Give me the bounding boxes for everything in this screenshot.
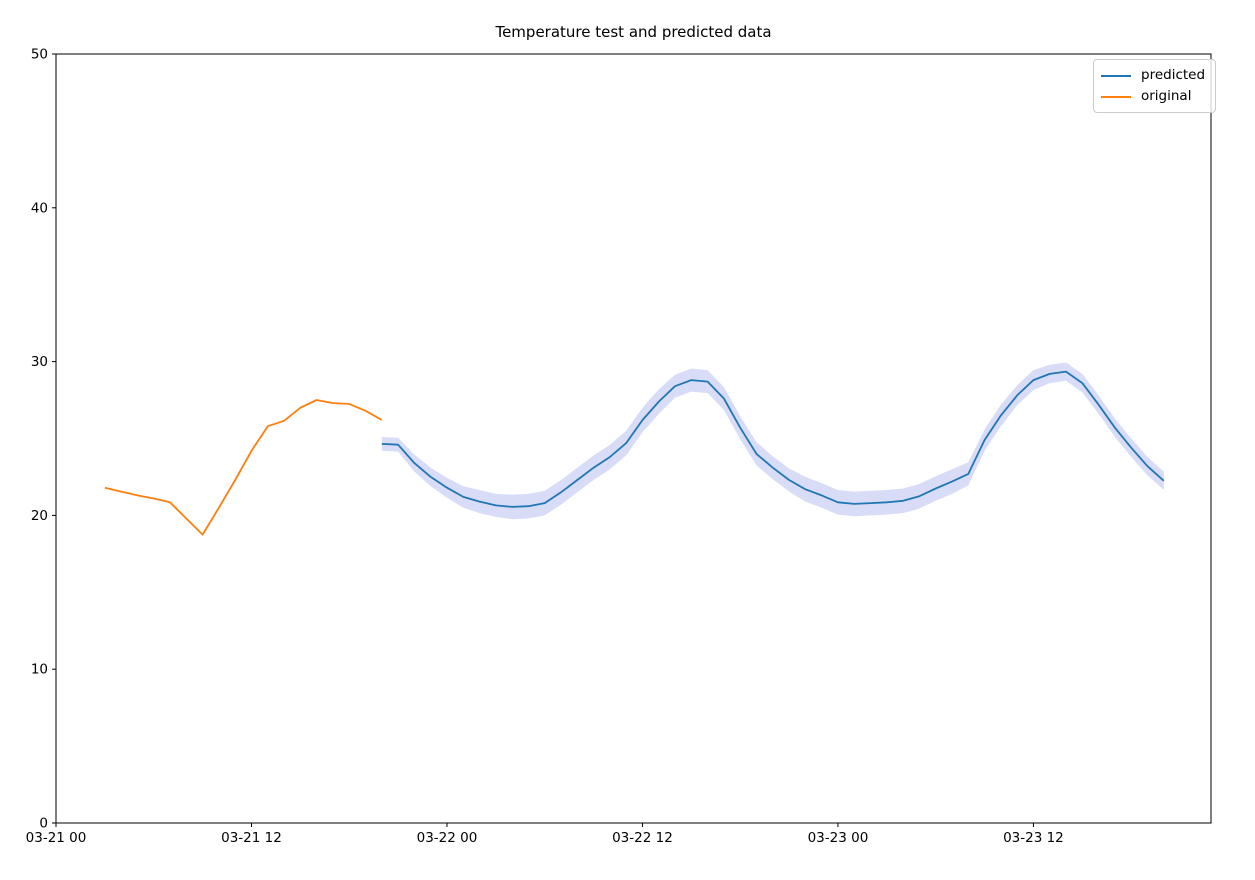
y-tick-label: 10 (31, 662, 48, 678)
y-tick-label: 50 (31, 47, 48, 63)
x-tick-label: 03-23 12 (1003, 830, 1064, 846)
x-tick-label: 03-21 00 (26, 830, 87, 846)
y-tick-label: 40 (31, 200, 48, 216)
legend: predicted original (1093, 59, 1217, 113)
series-line-predicted (381, 370, 1165, 508)
series-line-original (104, 399, 383, 536)
legend-label-original: original (1141, 88, 1192, 104)
x-tick-label: 03-23 00 (808, 830, 869, 846)
x-tick-label: 03-22 12 (612, 830, 673, 846)
y-tick-label: 20 (31, 508, 48, 524)
y-tick-label: 30 (31, 354, 48, 370)
chart-title: Temperature test and predicted data (495, 23, 772, 41)
axes-spines (55, 53, 1212, 824)
x-tick-label: 03-21 12 (221, 830, 282, 846)
legend-item-predicted: predicted (1101, 65, 1205, 86)
legend-swatch-predicted (1101, 74, 1131, 77)
legend-swatch-original (1101, 95, 1131, 98)
x-tick-label: 03-22 00 (417, 830, 478, 846)
legend-label-predicted: predicted (1141, 67, 1206, 83)
legend-item-original: original (1101, 86, 1205, 107)
y-tick-label: 0 (39, 816, 48, 832)
confidence-band-predicted (381, 362, 1164, 520)
